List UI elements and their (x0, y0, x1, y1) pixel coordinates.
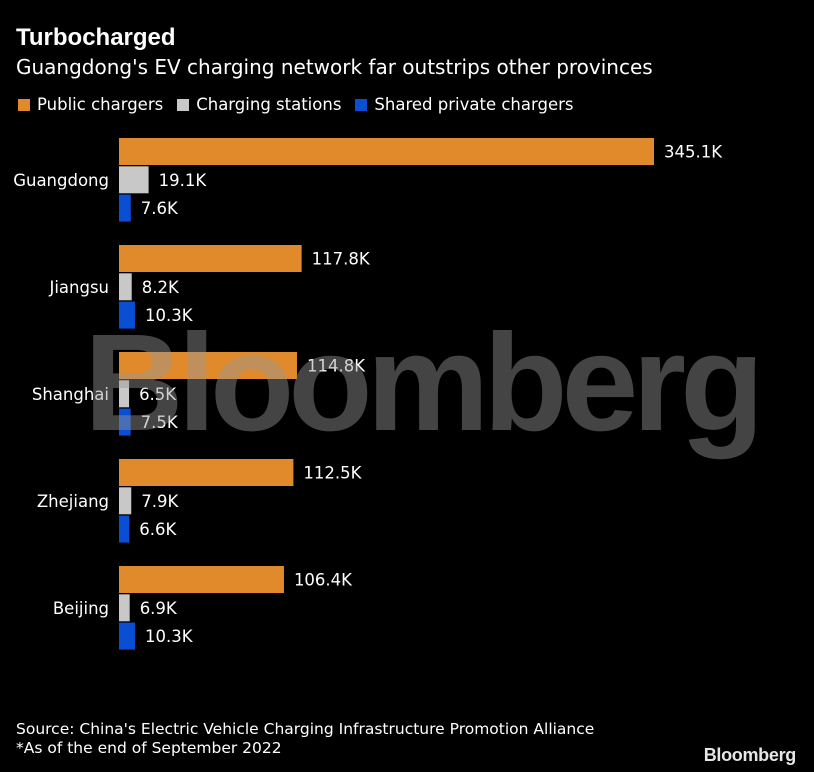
value-label-jiangsu-public-chargers: 117.8K (312, 250, 371, 269)
bar-shanghai-charging-stations (119, 380, 130, 408)
category-label-beijing: Beijing (53, 599, 109, 618)
category-label-jiangsu: Jiangsu (48, 278, 109, 297)
chart-legend: Public chargers Charging stations Shared… (18, 94, 587, 116)
legend-swatch-public-chargers (18, 99, 30, 111)
chart-subtitle: Guangdong's EV charging network far outs… (16, 55, 653, 79)
bar-jiangsu-shared-private-chargers (119, 301, 135, 329)
value-label-zhejiang-public-chargers: 112.5K (303, 464, 362, 483)
legend-item-public-chargers: Public chargers (18, 94, 163, 116)
legend-swatch-charging-stations (177, 99, 190, 111)
legend-label-shared-private-chargers: Shared private chargers (374, 95, 574, 114)
bar-shanghai-public-chargers (119, 352, 297, 379)
bar-beijing-charging-stations (119, 594, 130, 622)
bar-zhejiang-charging-stations (119, 487, 132, 515)
bar-guangdong-shared-private-chargers (119, 194, 131, 222)
bar-zhejiang-shared-private-chargers (119, 515, 130, 543)
bar-beijing-shared-private-chargers (119, 622, 135, 650)
value-label-shanghai-public-chargers: 114.8K (307, 357, 366, 376)
bar-guangdong-charging-stations (119, 166, 149, 194)
value-label-beijing-charging-stations: 6.9K (140, 599, 178, 618)
value-label-jiangsu-charging-stations: 8.2K (142, 278, 180, 297)
value-label-beijing-shared-private-chargers: 10.3K (145, 627, 194, 646)
bar-jiangsu-charging-stations (119, 273, 132, 301)
legend-label-charging-stations: Charging stations (196, 95, 342, 114)
date-note: *As of the end of September 2022 (16, 739, 282, 757)
category-label-zhejiang: Zhejiang (37, 492, 109, 511)
value-label-shanghai-shared-private-chargers: 7.5K (141, 413, 179, 432)
value-label-zhejiang-shared-private-chargers: 6.6K (139, 520, 177, 539)
legend-swatch-shared-private-chargers (355, 99, 368, 111)
category-label-shanghai: Shanghai (32, 385, 109, 404)
value-label-guangdong-public-chargers: 345.1K (664, 143, 723, 162)
bar-jiangsu-public-chargers (119, 245, 302, 272)
chart-title: Turbocharged (16, 24, 176, 51)
value-label-zhejiang-charging-stations: 7.9K (141, 492, 179, 511)
value-label-beijing-public-chargers: 106.4K (294, 571, 353, 590)
legend-item-shared-private-chargers: Shared private chargers (355, 94, 573, 116)
bar-shanghai-shared-private-chargers (119, 408, 131, 436)
bloomberg-logo: Bloomberg (703, 745, 797, 765)
category-label-guangdong: Guangdong (13, 171, 109, 190)
legend-label-public-chargers: Public chargers (37, 95, 164, 114)
legend-item-charging-stations: Charging stations (177, 94, 341, 116)
bar-guangdong-public-chargers (119, 138, 654, 165)
bar-beijing-public-chargers (119, 566, 284, 593)
value-label-jiangsu-shared-private-chargers: 10.3K (145, 306, 194, 325)
value-label-guangdong-shared-private-chargers: 7.6K (141, 199, 179, 218)
bar-zhejiang-public-chargers (119, 459, 294, 486)
source-note: Source: China's Electric Vehicle Chargin… (16, 720, 595, 738)
value-label-shanghai-charging-stations: 6.5K (139, 385, 177, 404)
value-label-guangdong-charging-stations: 19.1K (159, 171, 208, 190)
